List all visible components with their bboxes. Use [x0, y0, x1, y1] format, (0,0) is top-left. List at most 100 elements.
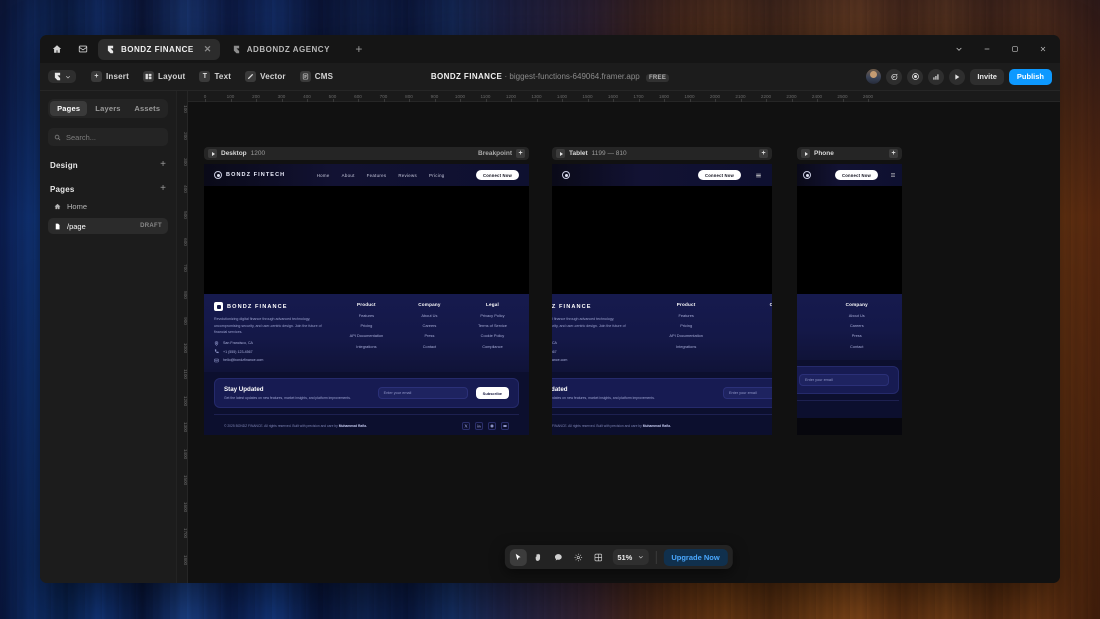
footer-link[interactable]: Press [851, 333, 862, 339]
hamburger-icon[interactable] [755, 172, 762, 179]
frame-label-tablet[interactable]: Tablet 1199 — 810 + [552, 147, 772, 160]
add-page-button[interactable]: + [160, 183, 166, 194]
horizontal-ruler[interactable]: 0 100 200 300 400 500 600 700 800 900 1000 1100 1200… [177, 91, 1060, 102]
footer-link[interactable]: Press [424, 333, 435, 339]
footer-link[interactable]: API Documentation [797, 333, 804, 338]
footer-link[interactable]: Careers [738, 323, 772, 328]
phone-preview[interactable]: Connect Now Revolutionizing digital fina… [797, 164, 902, 435]
youtube-icon[interactable] [501, 422, 509, 431]
add-breakpoint-button[interactable]: + [889, 149, 898, 158]
connect-now-button[interactable]: Connect Now [698, 169, 741, 181]
footer-link[interactable]: Integrations [797, 344, 804, 349]
frame-desktop[interactable]: Desktop 1200 Breakpoint + BONDZ FINTECH [204, 147, 529, 435]
tablet-preview[interactable]: Connect Now BONDZ FIN [552, 164, 772, 435]
tab-bondz-finance[interactable]: BONDZ FINANCE ✕ [98, 38, 220, 60]
invite-button[interactable]: Invite [970, 68, 1004, 85]
desktop-preview[interactable]: BONDZ FINTECH Home About Features Review… [204, 164, 529, 435]
framer-menu-button[interactable] [48, 70, 76, 83]
footer-link[interactable]: About Us [848, 313, 865, 318]
frame-label-desktop[interactable]: Desktop 1200 Breakpoint + [204, 147, 529, 160]
inbox-icon[interactable] [72, 38, 94, 60]
page-item-page[interactable]: /page DRAFT [48, 218, 168, 234]
insert-button[interactable]: + Insert [86, 69, 134, 84]
tab-assets[interactable]: Assets [134, 104, 161, 113]
play-icon[interactable] [208, 149, 217, 158]
newsletter-email-input[interactable]: Enter your email [723, 387, 772, 400]
magic-wand-icon[interactable] [569, 549, 586, 566]
add-breakpoint-button[interactable]: + [516, 149, 525, 158]
footer-link[interactable]: Contact [738, 344, 772, 349]
footer-link[interactable]: Integrations [356, 343, 377, 349]
footer-link[interactable]: About Us [738, 313, 772, 318]
tab-adbondz-agency[interactable]: ADBONDZ AGENCY [224, 39, 338, 60]
search-input[interactable]: Search... [48, 128, 168, 146]
hamburger-icon[interactable] [890, 172, 896, 178]
frame-phone[interactable]: Phone + Connect Now [797, 147, 902, 435]
footer-link[interactable]: Careers [849, 323, 864, 329]
play-icon[interactable] [556, 149, 565, 158]
canvas[interactable]: 0 100 200 300 400 500 600 700 800 900 1000 1100 1200… [177, 91, 1060, 583]
nav-link-pricing[interactable]: Pricing [429, 172, 445, 178]
vertical-ruler[interactable]: 100 200 300 400 500 600 700 800 900 1000 1100 1200 1… [177, 91, 188, 583]
footer-link[interactable]: Integrations [676, 343, 697, 349]
avatar[interactable] [866, 69, 882, 84]
newsletter-email-input[interactable]: Enter your email [377, 387, 468, 400]
nav-link-home[interactable]: Home [316, 172, 330, 178]
footer-link[interactable]: Contact [422, 343, 437, 349]
connect-now-button[interactable]: Connect Now [835, 169, 878, 181]
footer-link[interactable]: Pricing [797, 323, 804, 328]
minimize-icon[interactable] [974, 38, 1000, 60]
frame-tablet[interactable]: Tablet 1199 — 810 + Connect Now [552, 147, 772, 435]
grid-icon[interactable] [589, 549, 606, 566]
footer-link[interactable]: Terms of Service [477, 323, 507, 329]
nav-link-features[interactable]: Features [366, 172, 387, 178]
subscribe-button[interactable]: Subscribe [475, 387, 509, 400]
vector-button[interactable]: Vector [240, 69, 291, 84]
footer-link[interactable]: Pricing [360, 323, 373, 329]
add-breakpoint-button[interactable]: + [759, 149, 768, 158]
footer-link[interactable]: Pricing [680, 323, 693, 329]
maximize-icon[interactable] [1002, 38, 1028, 60]
comment-icon[interactable] [549, 549, 566, 566]
tab-close-icon[interactable]: ✕ [203, 43, 212, 54]
github-icon[interactable] [488, 422, 496, 431]
newsletter-email-input[interactable]: Enter your email [799, 373, 889, 386]
footer-link[interactable]: Compliance [482, 343, 503, 349]
tab-layers[interactable]: Layers [95, 104, 121, 113]
footer-link[interactable]: API Documentation [669, 333, 703, 339]
page-item-home[interactable]: Home [48, 198, 168, 214]
chevron-down-icon[interactable] [946, 38, 972, 60]
play-icon[interactable] [801, 149, 810, 158]
nav-link-reviews[interactable]: Reviews [398, 172, 418, 178]
new-tab-button[interactable]: + [355, 42, 363, 56]
analytics-icon[interactable] [928, 68, 945, 85]
close-icon[interactable] [1030, 38, 1056, 60]
cms-button[interactable]: CMS [295, 69, 338, 84]
footer-link[interactable]: Privacy Policy [480, 313, 505, 318]
linkedin-icon[interactable] [475, 422, 483, 431]
footer-link[interactable]: API Documentation [349, 333, 384, 339]
home-icon[interactable] [46, 38, 68, 60]
footer-link[interactable]: Cookie Policy [480, 333, 505, 339]
footer-link[interactable]: About Us [421, 313, 438, 318]
footer-link[interactable]: Features [678, 313, 694, 318]
zoom-level-select[interactable]: 51% [612, 549, 649, 565]
publish-button[interactable]: Publish [1008, 68, 1052, 85]
preview-play-icon[interactable] [949, 68, 966, 85]
footer-link[interactable]: Press [738, 333, 772, 338]
footer-link[interactable]: Features [797, 313, 804, 318]
site-logo[interactable]: BONDZ FINTECH [214, 171, 285, 179]
connect-now-button[interactable]: Connect Now [476, 169, 519, 181]
cursor-icon[interactable] [509, 548, 527, 566]
hand-icon[interactable] [529, 549, 546, 566]
layout-button[interactable]: Layout [138, 69, 190, 84]
footer-link[interactable]: Careers [422, 323, 437, 329]
footer-link[interactable]: Features [358, 313, 375, 318]
twitter-icon[interactable] [462, 422, 470, 431]
frame-label-phone[interactable]: Phone + [797, 147, 902, 160]
nav-link-about[interactable]: About [341, 172, 355, 178]
record-icon[interactable] [907, 68, 924, 85]
footer-link[interactable]: Contact [850, 343, 864, 349]
text-button[interactable]: T Text [194, 69, 236, 84]
add-design-button[interactable]: + [160, 159, 166, 170]
